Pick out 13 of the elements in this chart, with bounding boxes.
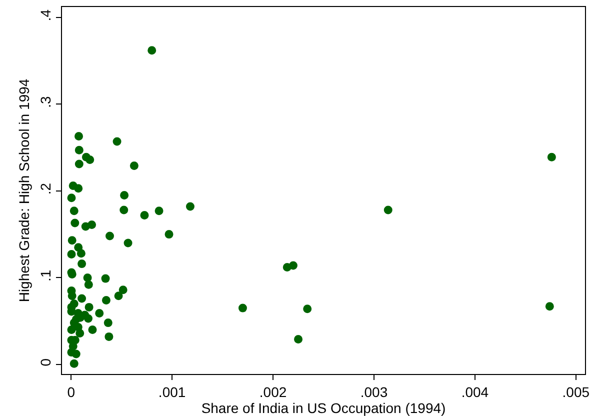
y-tick-label: .3 (37, 96, 54, 108)
y-tick-label: .2 (37, 182, 54, 195)
y-axis-title: Highest Grade: High School in 1994 (16, 78, 32, 302)
x-tick-label: .003 (360, 384, 388, 400)
x-tick-label: .001 (158, 384, 186, 400)
x-tick-label: .005 (562, 384, 590, 400)
x-tick-label: .004 (461, 384, 489, 400)
y-tick-label: .4 (37, 9, 54, 22)
x-tick-label: .002 (259, 384, 287, 400)
x-axis-title: Share of India in US Occupation (1994) (201, 400, 446, 416)
y-tick-label: 0 (37, 358, 54, 366)
x-tick-label: 0 (67, 384, 76, 400)
y-tick-label: .1 (37, 270, 54, 282)
